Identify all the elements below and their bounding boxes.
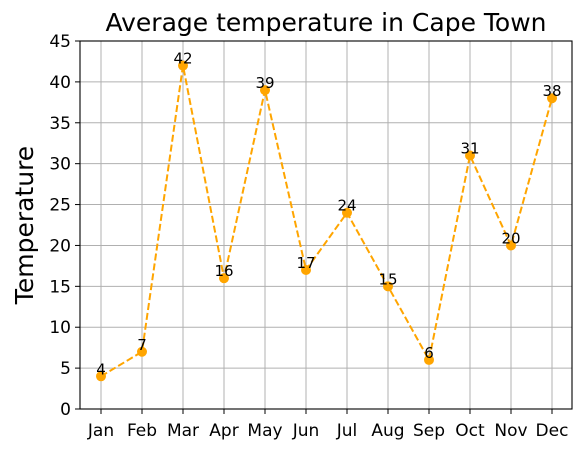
data-label: 38 (542, 82, 561, 100)
data-label: 17 (296, 254, 315, 272)
data-label: 15 (378, 270, 397, 288)
data-point (424, 354, 434, 365)
data-point (96, 371, 106, 382)
x-tick-label: Sep (413, 421, 445, 441)
y-axis-ticks: 0 5 10 15 20 25 30 35 40 45 (49, 32, 80, 420)
y-tick-label: 40 (49, 73, 71, 93)
x-tick-label: Aug (371, 421, 404, 441)
series-line (100, 65, 553, 378)
x-tick-label: Feb (127, 421, 157, 441)
data-label: 6 (424, 344, 434, 362)
x-tick-label: Jun (292, 421, 320, 441)
series-layer (96, 60, 557, 382)
data-point (301, 264, 311, 275)
data-point (342, 207, 352, 218)
data-label: 39 (255, 74, 274, 92)
x-tick-label: Jan (87, 421, 114, 441)
data-label: 31 (460, 139, 479, 157)
grid (80, 40, 572, 410)
plot-frame (79, 40, 573, 410)
x-tick-label: Jul (336, 421, 358, 441)
y-tick-label: 15 (49, 277, 71, 297)
data-point (219, 273, 229, 284)
data-point (137, 346, 147, 357)
chart-title: Average temperature in Cape Town (105, 8, 546, 37)
data-label: 24 (337, 197, 356, 215)
x-tick-label: Apr (209, 421, 238, 441)
data-label: 20 (501, 229, 520, 247)
data-label: 42 (173, 50, 192, 68)
data-point (178, 60, 188, 71)
data-point (260, 85, 270, 96)
y-tick-label: 35 (49, 114, 71, 134)
y-tick-label: 25 (49, 196, 71, 216)
data-labels: 4 7 42 16 39 17 24 15 6 31 20 38 (96, 50, 561, 379)
y-tick-label: 20 (49, 236, 71, 256)
data-label: 7 (137, 336, 147, 354)
x-tick-label: Oct (455, 421, 485, 441)
y-tick-label: 30 (49, 155, 71, 175)
x-tick-label: Mar (167, 421, 199, 441)
x-tick-label: May (247, 421, 282, 441)
data-point (465, 150, 475, 161)
data-point (506, 240, 516, 251)
x-tick-label: Dec (536, 421, 569, 441)
data-point (383, 281, 393, 292)
y-tick-label: 5 (60, 359, 71, 379)
y-tick-label: 10 (49, 318, 71, 338)
x-axis-ticks: Jan Feb Mar Apr May Jun Jul Aug Sep Oct Nov Dec (87, 409, 569, 441)
y-axis-label: Temperature (10, 146, 39, 305)
data-label: 16 (214, 262, 233, 280)
data-point (547, 93, 557, 104)
y-tick-label: 45 (49, 32, 71, 52)
y-tick-label: 0 (60, 400, 71, 420)
x-tick-label: Nov (494, 421, 527, 441)
data-label: 4 (96, 360, 106, 378)
